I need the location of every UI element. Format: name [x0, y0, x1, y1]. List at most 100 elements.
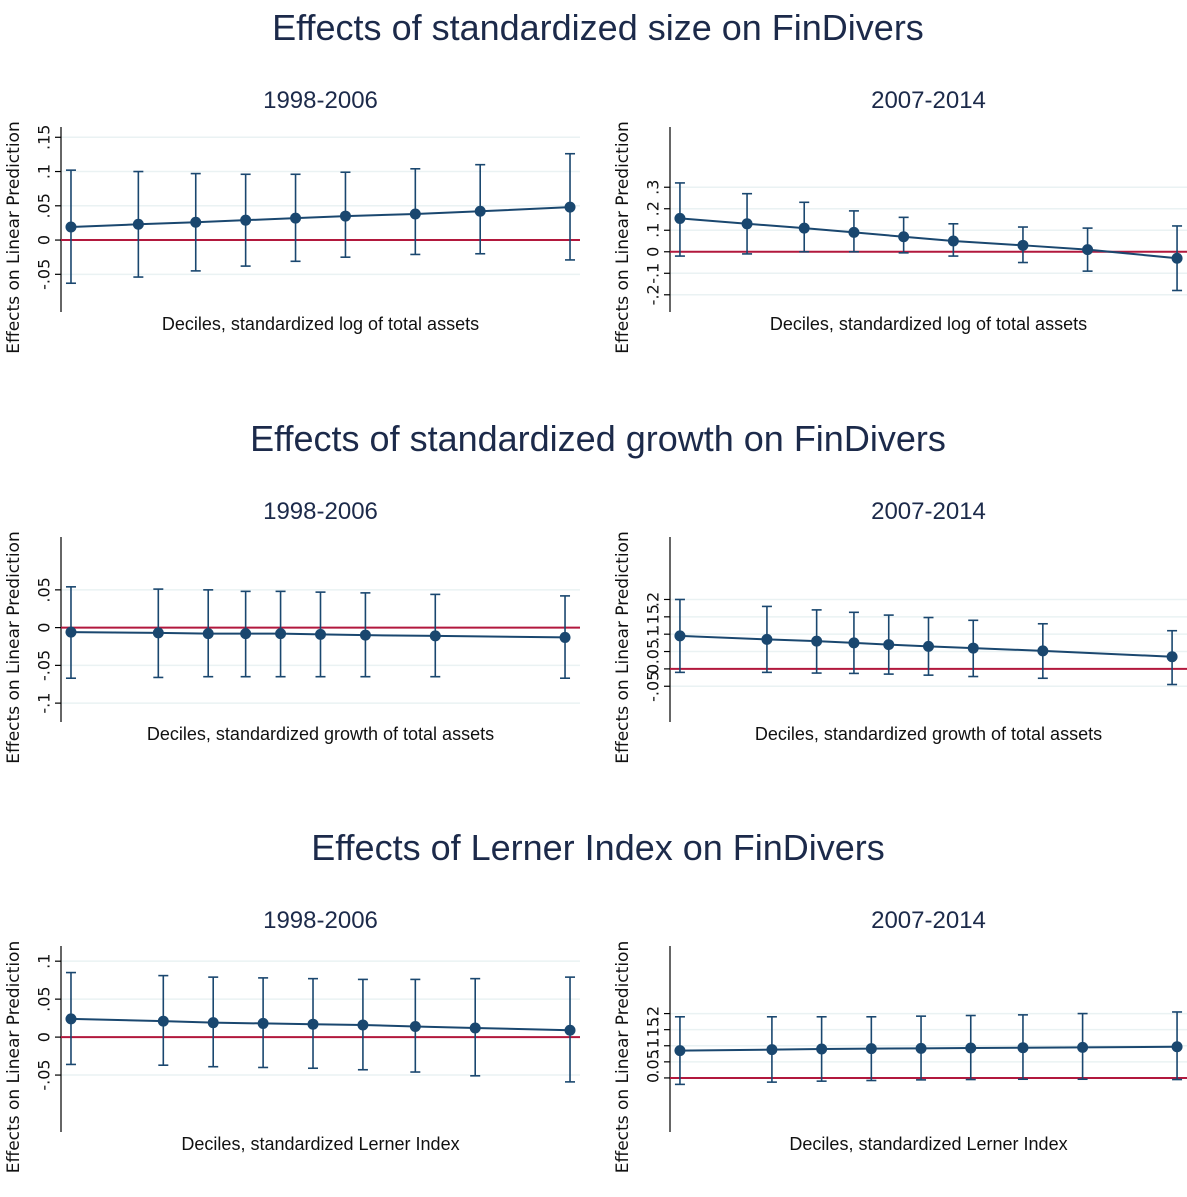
y-tick-label: .05: [35, 986, 54, 1011]
x-axis-label: Deciles, standardized Lerner Index: [789, 1134, 1067, 1154]
series-line: [70, 206, 571, 229]
data-point: [409, 208, 421, 220]
data-point: [1166, 651, 1178, 663]
data-point: [967, 642, 979, 654]
data-point: [132, 218, 144, 230]
data-point: [564, 1024, 576, 1036]
data-point: [559, 631, 571, 643]
data-point: [474, 205, 486, 217]
y-tick-label: .15: [644, 1017, 663, 1042]
x-axis-label: Deciles, standardized growth of total as…: [755, 724, 1102, 744]
y-tick-label: .1: [644, 627, 663, 642]
y-tick-label: .1: [644, 1038, 663, 1053]
data-point: [290, 212, 302, 224]
y-tick-label: .1: [644, 223, 663, 238]
data-point: [674, 1045, 686, 1057]
series-line: [679, 1045, 1178, 1052]
y-tick-label: .2: [644, 592, 663, 607]
data-point: [816, 1043, 828, 1055]
y-tick-label: -.05: [35, 650, 54, 681]
data-point: [357, 1019, 369, 1031]
y-tick-label: .2: [644, 201, 663, 216]
y-tick-label: 0: [644, 664, 663, 674]
data-point: [190, 216, 202, 228]
data-point: [947, 235, 959, 247]
data-point: [741, 218, 753, 230]
y-axis-label: Effects on Linear Prediction: [613, 941, 633, 1173]
y-axis-label: Effects on Linear Prediction: [4, 941, 24, 1173]
chart-panel: 1998-2006 Deciles, standardized Lerner In…: [4, 907, 580, 1173]
data-point: [469, 1022, 481, 1034]
y-tick-label: 0: [35, 623, 54, 633]
panels: 1998-2006 Deciles, standardized log of to…: [4, 87, 1187, 1173]
data-point: [152, 627, 164, 639]
y-axis-label: Effects on Linear Prediction: [613, 531, 633, 763]
row-title-growth: Effects of standardized growth on FinDiv…: [250, 418, 946, 459]
y-tick-label: .05: [644, 639, 663, 664]
data-point: [202, 628, 214, 640]
chart-panel: 1998-2006 Deciles, standardized log of to…: [4, 87, 580, 354]
chart-panel: 1998-2006 Deciles, standardized growth of…: [4, 498, 580, 764]
y-tick-label: .1: [35, 164, 54, 179]
y-tick-label: .15: [35, 125, 54, 150]
y-tick-label: -.05: [35, 259, 54, 290]
chart-panel: 2007-2014 Deciles, standardized log of to…: [613, 87, 1187, 354]
data-point: [359, 629, 371, 641]
x-axis-label: Deciles, standardized Lerner Index: [181, 1134, 459, 1154]
y-tick-label: .05: [644, 1049, 663, 1074]
y-tick-label: 0: [35, 1032, 54, 1042]
data-point: [275, 628, 287, 640]
y-tick-label: 0: [644, 247, 663, 257]
y-tick-label: -.1: [35, 693, 54, 714]
data-point: [207, 1017, 219, 1029]
y-axis-label: Effects on Linear Prediction: [613, 121, 633, 353]
panel-title: 1998-2006: [263, 498, 378, 525]
y-tick-label: .05: [35, 577, 54, 602]
chart-panel: 2007-2014 Deciles, standardized growth of…: [613, 498, 1187, 764]
panel-title: 2007-2014: [871, 87, 986, 114]
data-point: [240, 214, 252, 226]
data-point: [429, 630, 441, 642]
data-point: [811, 635, 823, 647]
data-point: [915, 1042, 927, 1054]
row-title-size: Effects of standardized size on FinDiver…: [272, 7, 924, 48]
data-point: [307, 1018, 319, 1030]
data-point: [883, 639, 895, 651]
y-tick-label: .2: [644, 1006, 663, 1021]
x-axis-label: Deciles, standardized growth of total as…: [147, 724, 494, 744]
chart-panel: 2007-2014 Deciles, standardized Lerner In…: [613, 907, 1187, 1173]
data-point: [65, 626, 77, 638]
data-point: [848, 637, 860, 649]
data-point: [157, 1015, 169, 1027]
data-point: [339, 210, 351, 222]
data-point: [1171, 252, 1183, 264]
data-point: [848, 226, 860, 238]
data-point: [1037, 645, 1049, 657]
data-point: [1082, 244, 1094, 256]
data-point: [1017, 239, 1029, 251]
data-point: [761, 633, 773, 645]
data-point: [798, 222, 810, 234]
series-line: [70, 1017, 571, 1032]
data-point: [766, 1044, 778, 1056]
data-point: [865, 1043, 877, 1055]
data-point: [1171, 1041, 1183, 1053]
y-tick-label: 0: [644, 1073, 663, 1083]
data-point: [674, 630, 686, 642]
y-tick-label: 0: [35, 235, 54, 245]
data-point: [257, 1017, 269, 1029]
y-tick-label: -.2: [644, 284, 663, 305]
data-point: [564, 201, 576, 213]
panel-title: 1998-2006: [263, 907, 378, 934]
panel-title: 2007-2014: [871, 498, 986, 525]
y-tick-label: -.05: [35, 1059, 54, 1090]
y-tick-label: .05: [35, 193, 54, 218]
panel-title: 1998-2006: [263, 87, 378, 114]
data-point: [965, 1042, 977, 1054]
x-axis-label: Deciles, standardized log of total asset…: [162, 314, 479, 334]
y-axis-label: Effects on Linear Prediction: [4, 121, 24, 353]
data-point: [898, 231, 910, 243]
data-point: [674, 212, 686, 224]
data-point: [65, 221, 77, 233]
